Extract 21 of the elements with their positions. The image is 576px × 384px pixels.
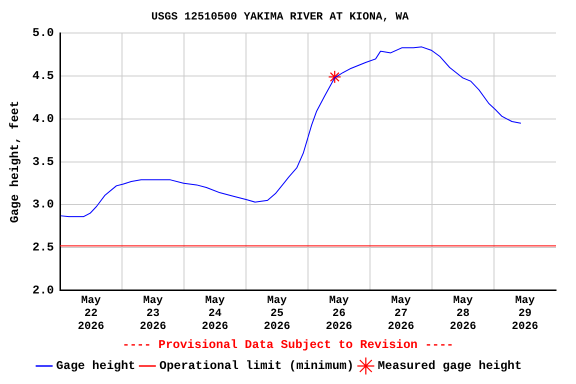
y-tick-label: 2.0 <box>32 283 54 298</box>
x-tick-label: May 22 2026 <box>78 294 104 334</box>
y-tick-label: 4.0 <box>32 112 54 126</box>
y-tick-label: 4.5 <box>32 69 54 84</box>
x-tick-label: May 27 2026 <box>388 294 414 334</box>
y-tick-label: 2.5 <box>32 240 54 255</box>
y-tick-label: 3.0 <box>32 198 54 212</box>
text: ---- Provisional Data Subject to Revision ---- <box>122 338 454 352</box>
x-tick-label: May 26 2026 <box>326 294 352 334</box>
x-tick-label: May 25 2026 <box>264 294 290 334</box>
y-tick-label: 5.0 <box>32 26 54 40</box>
x-tick-label: May 23 2026 <box>140 294 166 334</box>
legend-label: Operational limit (minimum) <box>159 359 354 374</box>
x-tick-label: May 28 2026 <box>450 294 476 334</box>
y-axis-title: Gage height, feet <box>8 100 22 224</box>
chart-title: USGS 12510500 YAKIMA RIVER AT KIONA, WA <box>151 11 410 24</box>
x-tick-label: May 29 2026 <box>512 294 538 334</box>
legend-label: Measured gage height <box>378 359 522 374</box>
legend-label: Gage height <box>56 359 136 374</box>
y-tick-label: 3.5 <box>32 154 54 169</box>
x-tick-label: May 24 2026 <box>202 294 228 334</box>
